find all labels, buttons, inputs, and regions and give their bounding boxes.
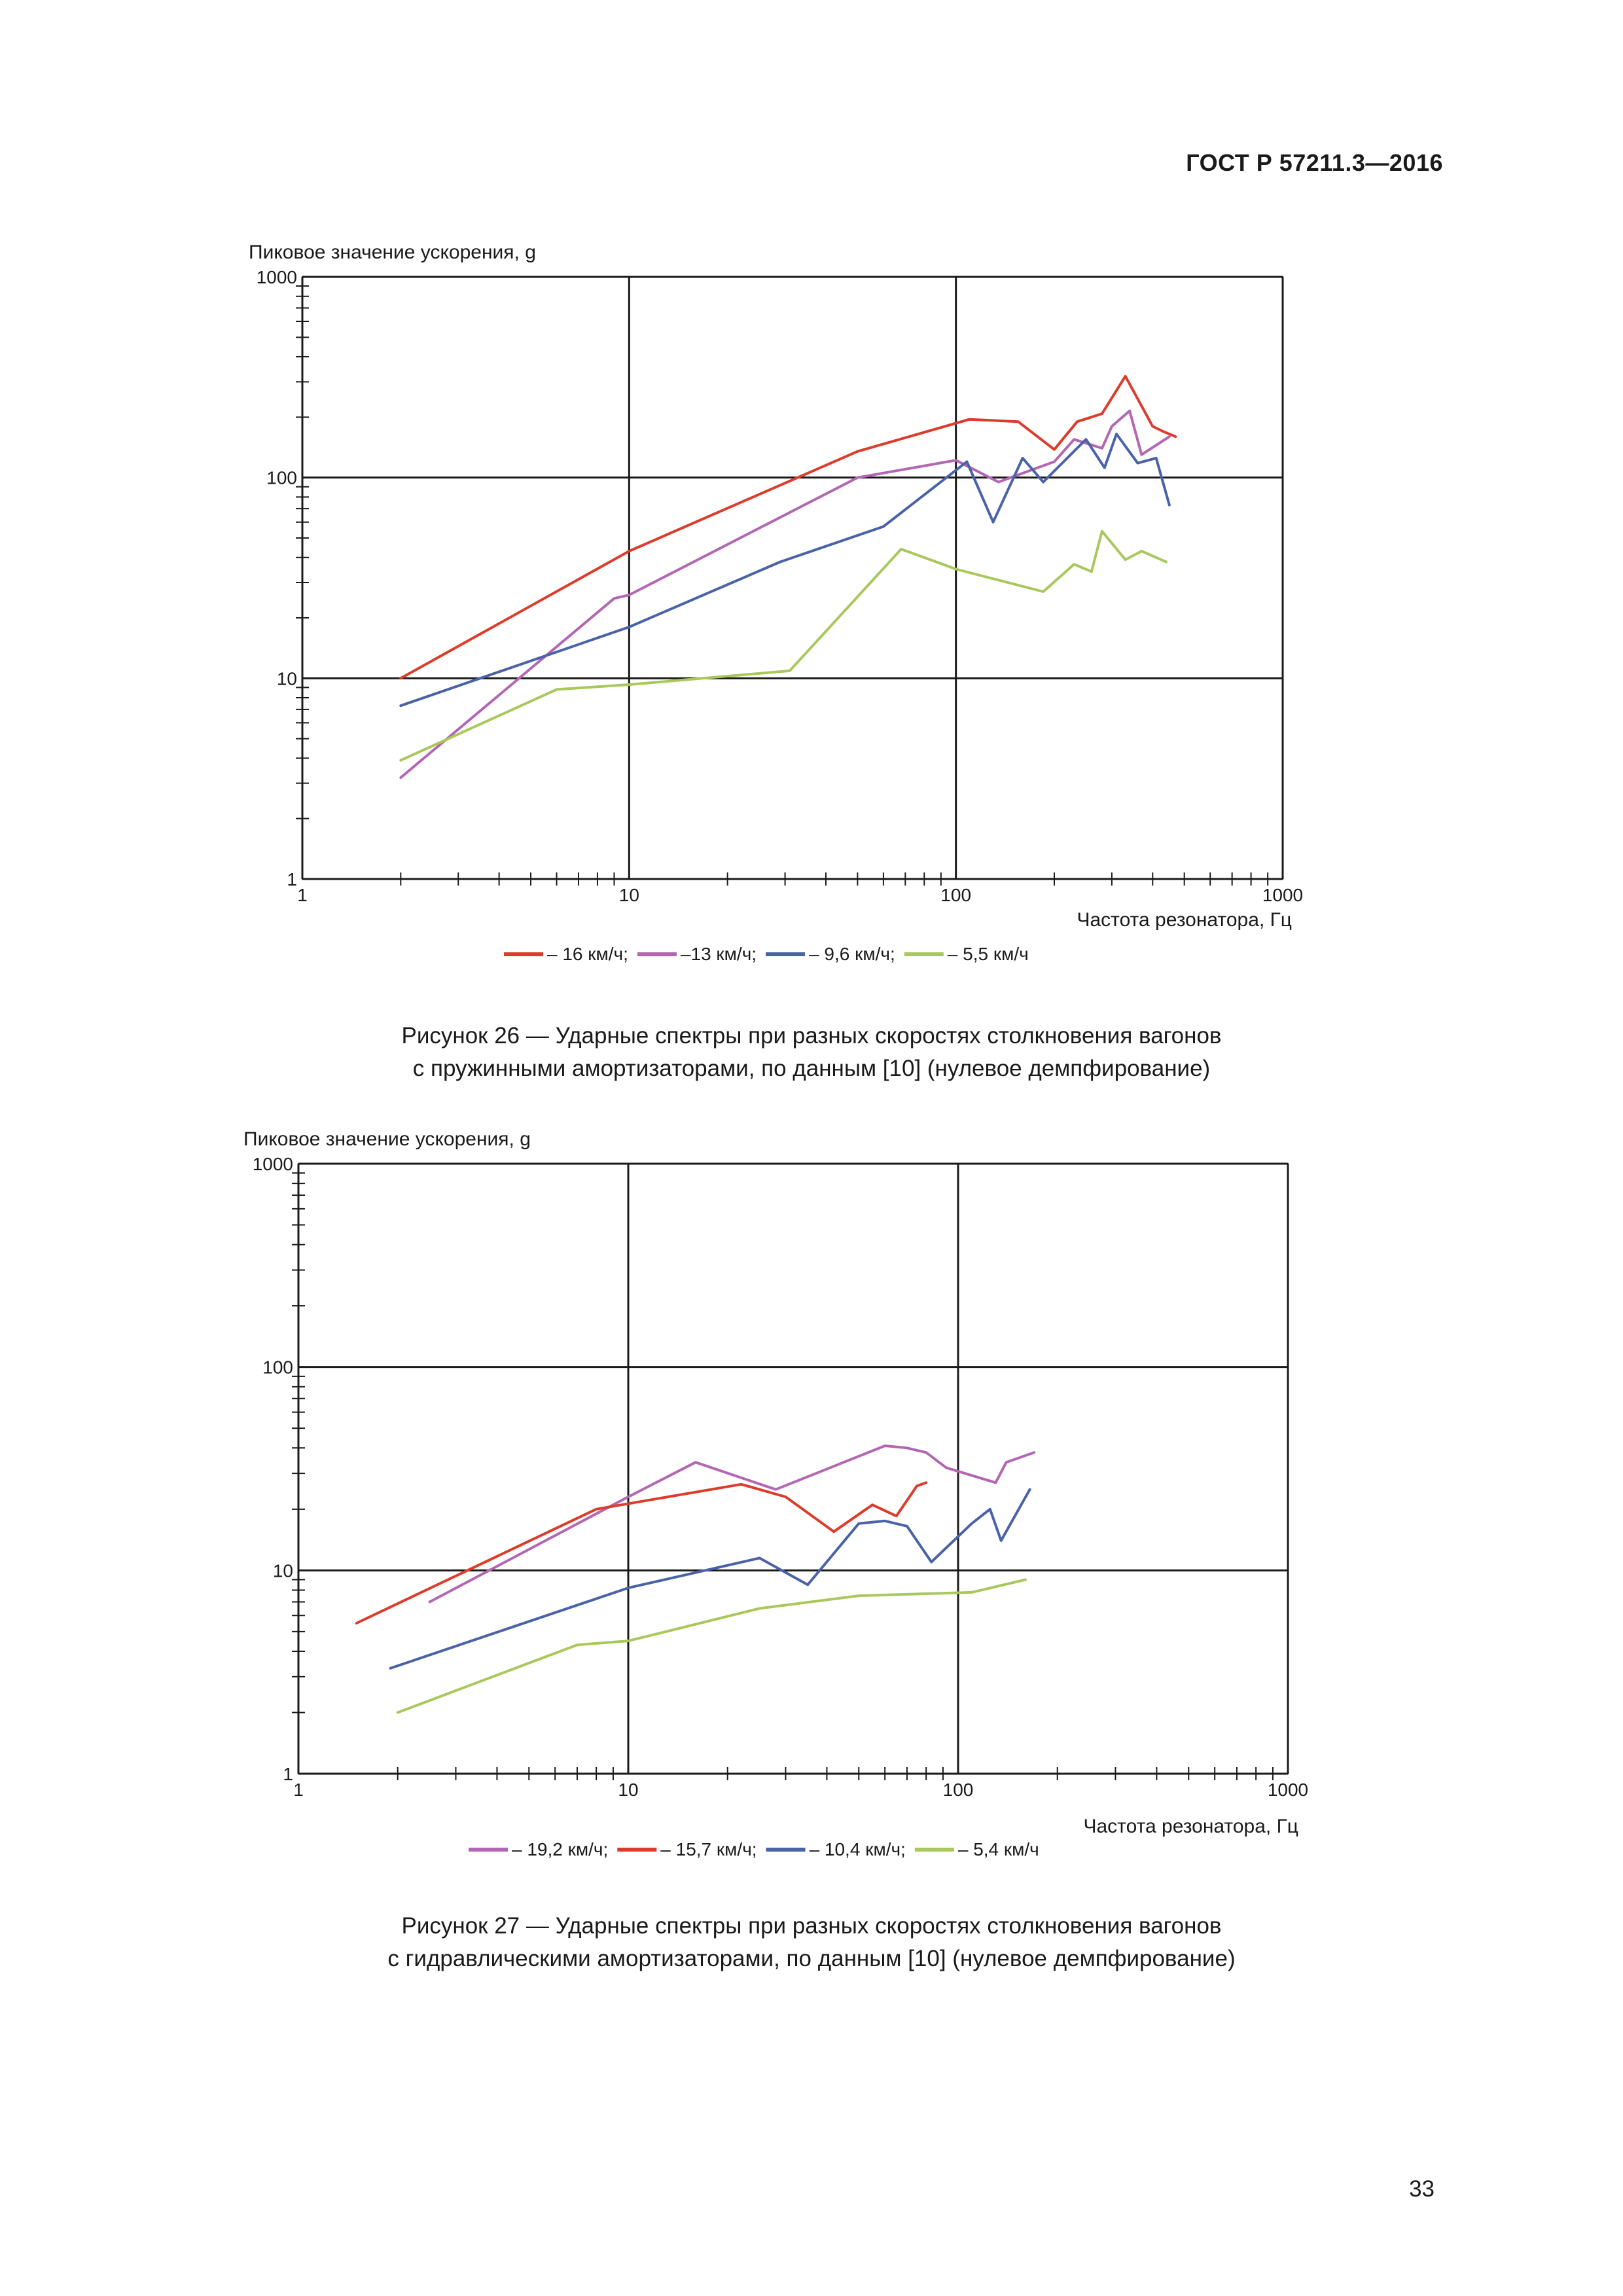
y-tick-label: 1000 bbox=[253, 1154, 293, 1174]
y-tick-label: 1000 bbox=[257, 267, 297, 287]
series-line-3 bbox=[389, 1488, 1031, 1670]
y-tick-label: 1 bbox=[283, 1764, 293, 1784]
series-line-1 bbox=[399, 374, 1177, 680]
y-tick-label: 100 bbox=[266, 468, 297, 488]
x-tick-label: 100 bbox=[943, 1780, 974, 1800]
y-tick-label: 10 bbox=[277, 668, 297, 689]
legend-label-4: – 5,4 км/ч bbox=[958, 1839, 1039, 1859]
figure-26-caption: Рисунок 26 — Ударные спектры при разных … bbox=[0, 1020, 1623, 1085]
y-tick-label: 1 bbox=[287, 869, 297, 889]
document-code: ГОСТ Р 57211.3—2016 bbox=[1186, 149, 1443, 176]
legend-label-1: – 19,2 км/ч; bbox=[512, 1839, 608, 1859]
legend-label-3: – 9,6 км/ч; bbox=[809, 944, 895, 964]
y-tick-label: 100 bbox=[262, 1357, 293, 1378]
shock-spectrum-chart-hydraulic: Пиковое значение ускорения, g 1 10 100 1000… bbox=[0, 1119, 1623, 1859]
x-tick-label: 10 bbox=[618, 1780, 638, 1800]
x-tick-label: 1 bbox=[293, 1780, 304, 1800]
x-tick-label: 10 bbox=[619, 885, 639, 905]
legend-label-4: – 5,5 км/ч bbox=[948, 944, 1029, 964]
figure-27-caption: Рисунок 27 — Ударные спектры при разных … bbox=[0, 1910, 1623, 1975]
chart-svg: Пиковое значение ускорения, g 1 10 100 1000… bbox=[243, 1128, 1308, 1859]
series-line-3 bbox=[399, 433, 1171, 708]
x-tick-label: 1 bbox=[297, 885, 308, 905]
legend-label-3: – 10,4 км/ч; bbox=[810, 1839, 906, 1859]
series-line-2 bbox=[355, 1481, 928, 1624]
legend-label-2: –13 км/ч; bbox=[681, 944, 757, 964]
series-line-4 bbox=[396, 1578, 1027, 1714]
series-line-2 bbox=[399, 409, 1171, 780]
caption-line-1: Рисунок 26 — Ударные спектры при разных … bbox=[401, 1023, 1222, 1049]
y-tick-label: 10 bbox=[273, 1560, 293, 1581]
chart-svg: Пиковое значение ускорения, g 1 10 100 1000… bbox=[249, 242, 1303, 964]
series-line-1 bbox=[428, 1444, 1036, 1604]
shock-spectrum-chart-spring: Пиковое значение ускорения, g 1 10 100 1000… bbox=[0, 232, 1623, 972]
x-tick-label: 100 bbox=[940, 885, 971, 905]
legend-label-2: – 15,7 км/ч; bbox=[660, 1839, 757, 1859]
caption-line-2: с пружинными амортизаторами, по данным [… bbox=[412, 1056, 1211, 1081]
plot-frame bbox=[298, 1163, 1289, 1774]
x-axis-label: Частота резонатора, Гц bbox=[1084, 1816, 1299, 1837]
caption-line-1: Рисунок 27 — Ударные спектры при разных … bbox=[401, 1913, 1222, 1939]
series-line-4 bbox=[399, 529, 1168, 762]
y-axis-label: Пиковое значение ускорения, g bbox=[243, 1128, 531, 1150]
plot-frame bbox=[302, 276, 1283, 880]
x-tick-label: 1000 bbox=[1268, 1780, 1308, 1800]
x-axis-label: Частота резонатора, Гц bbox=[1077, 909, 1293, 931]
page-number: 33 bbox=[1409, 2176, 1435, 2202]
y-axis-label: Пиковое значение ускорения, g bbox=[249, 242, 536, 263]
legend-label-1: – 16 км/ч; bbox=[547, 944, 628, 964]
caption-line-2: с гидравлическими амортизаторами, по дан… bbox=[387, 1946, 1236, 1971]
x-tick-label: 1000 bbox=[1262, 885, 1303, 905]
